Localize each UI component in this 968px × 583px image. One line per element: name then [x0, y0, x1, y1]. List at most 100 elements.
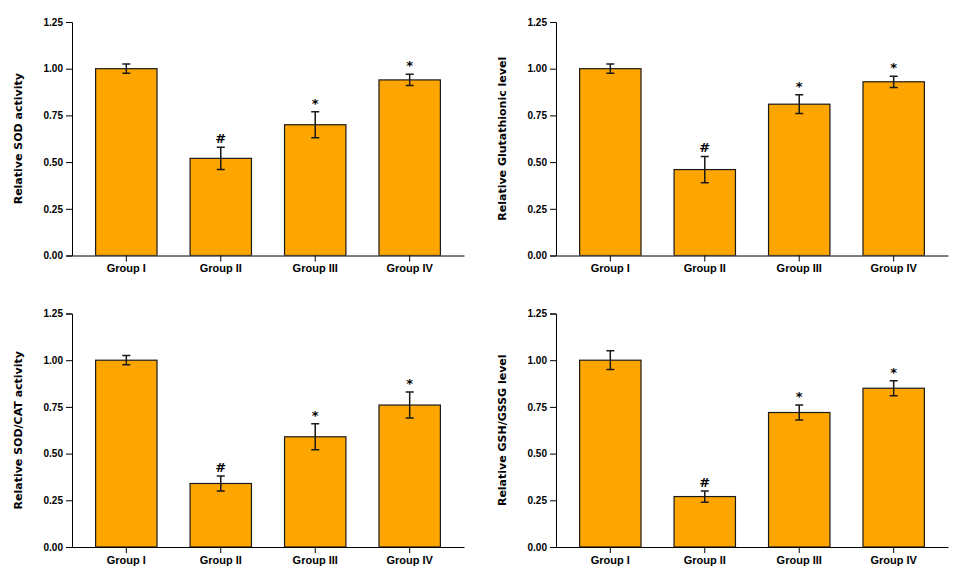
y-tick: 0.50 [528, 157, 556, 168]
x-axis: Group IGroup IIGroup IIIGroup IV [557, 547, 949, 566]
tick-mark [409, 256, 410, 262]
annotations: #** [699, 365, 897, 490]
annotation: * [312, 408, 319, 423]
y-tick: 1.25 [44, 308, 72, 319]
x-axis: Group IGroup IIGroup IIIGroup IV [557, 256, 949, 275]
x-axis: Group IGroup IIGroup IIIGroup IV [73, 256, 465, 275]
bar [863, 388, 924, 547]
x-tick: Group III [777, 256, 822, 275]
axis-domain [66, 23, 73, 257]
bar [580, 69, 641, 256]
panel: #**0.000.250.500.751.001.25Group IGroup … [496, 308, 949, 566]
y-tick: 0.75 [44, 110, 72, 121]
tick-mark [550, 547, 556, 548]
axis-domain [550, 314, 557, 548]
bar [379, 80, 440, 256]
x-tick: Group II [200, 547, 242, 566]
annotations: #** [699, 60, 897, 155]
tick-mark [66, 162, 72, 163]
tick-label: Group II [684, 262, 726, 274]
bar [285, 437, 346, 547]
tick-mark [550, 500, 556, 501]
annotation: # [699, 140, 710, 155]
error-bar [122, 356, 130, 365]
error-bar-line [606, 64, 614, 73]
y-tick: 1.00 [44, 63, 72, 74]
y-tick: 0.50 [528, 448, 556, 459]
tick-mark [550, 162, 556, 163]
panel: #**0.000.250.500.751.001.25Group IGroup … [12, 308, 465, 566]
tick-label: 0.50 [44, 448, 64, 459]
y-tick: 1.00 [44, 355, 72, 366]
error-bar-line [701, 156, 709, 182]
panel: #**0.000.250.500.751.001.25Group IGroup … [12, 17, 465, 275]
tick-mark [66, 407, 72, 408]
tick-mark [315, 256, 316, 262]
y-tick: 0.50 [44, 157, 72, 168]
plot-area [96, 356, 441, 547]
axis-domain [557, 256, 949, 257]
plot-area [580, 351, 925, 547]
annotation: * [890, 365, 897, 380]
error-bar [606, 351, 614, 370]
bar [863, 82, 924, 256]
tick-label: 0.00 [528, 542, 548, 553]
error-bar-line [406, 74, 414, 85]
error-bar [701, 491, 709, 502]
y-tick: 0.50 [44, 448, 72, 459]
tick-mark [66, 115, 72, 116]
x-tick: Group I [107, 256, 146, 275]
tick-mark [66, 314, 72, 315]
tick-label: Group IV [870, 554, 917, 566]
y-tick: 0.00 [528, 250, 556, 261]
annotation: # [699, 475, 710, 490]
bar [379, 405, 440, 547]
x-tick: Group I [591, 547, 630, 566]
x-tick: Group IV [870, 256, 917, 275]
x-tick: Group IV [870, 547, 917, 566]
axis-domain [73, 547, 465, 548]
y-tick: 0.25 [528, 204, 556, 215]
x-tick: Group I [107, 547, 146, 566]
tick-label: 1.00 [44, 63, 64, 74]
tick-mark [704, 547, 705, 553]
error-bar [701, 156, 709, 182]
tick-mark [66, 547, 72, 548]
annotation: * [312, 96, 319, 111]
x-tick: Group III [293, 256, 338, 275]
tick-mark [220, 547, 221, 553]
y-axis: 0.000.250.500.751.001.25 [528, 17, 557, 262]
tick-label: Group III [293, 554, 338, 566]
y-tick: 0.25 [44, 495, 72, 506]
tick-mark [610, 256, 611, 262]
error-bar [217, 147, 225, 169]
axis-domain [550, 23, 557, 257]
tick-label: 0.50 [528, 157, 548, 168]
tick-label: 0.25 [528, 495, 548, 506]
tick-mark [315, 547, 316, 553]
tick-label: Group III [777, 554, 822, 566]
error-bar-line [890, 76, 898, 87]
tick-mark [610, 547, 611, 553]
tick-label: 0.25 [44, 204, 64, 215]
error-bar-line [122, 64, 130, 73]
tick-mark [66, 360, 72, 361]
y-tick: 0.75 [528, 402, 556, 413]
axis-domain [557, 547, 949, 548]
error-bar [406, 74, 414, 85]
y-axis-title: Relative GSH/GSSG level [496, 354, 509, 506]
tick-mark [550, 454, 556, 455]
tick-label: Group I [591, 554, 630, 566]
y-tick: 0.00 [44, 250, 72, 261]
tick-label: 0.00 [44, 542, 64, 553]
tick-mark [66, 209, 72, 210]
tick-label: 1.00 [528, 355, 548, 366]
error-bar [311, 424, 319, 450]
tick-label: 0.75 [528, 402, 548, 413]
tick-label: 1.00 [528, 63, 548, 74]
bar [285, 125, 346, 256]
axis-domain [73, 256, 465, 257]
annotation: # [215, 460, 226, 475]
plot-area [96, 64, 441, 255]
error-bar-line [795, 95, 803, 114]
